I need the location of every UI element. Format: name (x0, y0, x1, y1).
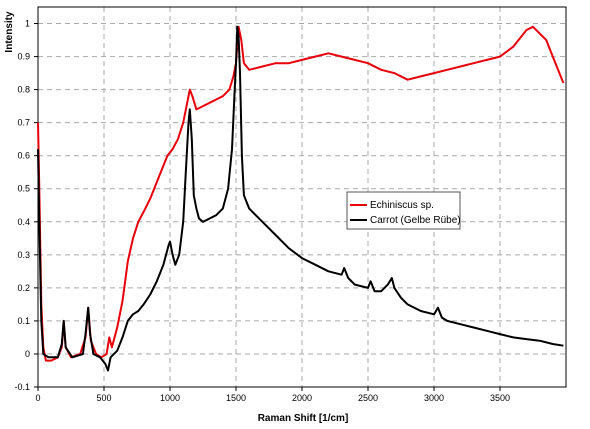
x-tick-label: 3000 (424, 393, 444, 403)
series-line-echiniscus (37, 25, 565, 362)
legend-box (346, 191, 461, 230)
y-tick-label: 0.8 (17, 85, 30, 95)
axes (34, 6, 567, 391)
x-tick-label: 2500 (358, 393, 378, 403)
y-tick-label: 0 (25, 349, 30, 359)
y-tick-label: 0.1 (17, 316, 30, 326)
x-tick-label: 500 (96, 393, 111, 403)
y-tick-label: 0.6 (17, 151, 30, 161)
x-tick-label: 1000 (160, 393, 180, 403)
legend-label-echiniscus: Echiniscus sp. (370, 200, 434, 211)
series-line-carrot (37, 25, 564, 372)
legend-label-carrot: Carrot (Gelbe Rübe) (370, 215, 461, 226)
x-tick-label: 0 (35, 393, 40, 403)
y-axis-title: Intensity (4, 11, 15, 53)
x-tick-label: 2000 (292, 393, 312, 403)
y-tick-label: -0.1 (14, 382, 30, 392)
series-lines (37, 25, 565, 372)
legend: Echiniscus sp. Carrot (Gelbe Rübe) (346, 191, 461, 230)
tick-labels: 0 500 1000 1500 2000 2500 3000 3500 -0.1 0 0.1 0.2 0… (14, 19, 510, 403)
y-tick-label: 1 (25, 19, 30, 29)
x-tick-label: 1500 (226, 393, 246, 403)
y-tick-label: 0.9 (17, 52, 30, 62)
y-tick-label: 0.7 (17, 118, 30, 128)
y-tick-label: 0.5 (17, 184, 30, 194)
x-axis-title: Raman Shift [1/cm] (258, 413, 349, 424)
y-tick-label: 0.4 (17, 217, 30, 227)
y-tick-label: 0.2 (17, 283, 30, 293)
x-tick-label: 3500 (490, 393, 510, 403)
y-tick-label: 0.3 (17, 250, 30, 260)
